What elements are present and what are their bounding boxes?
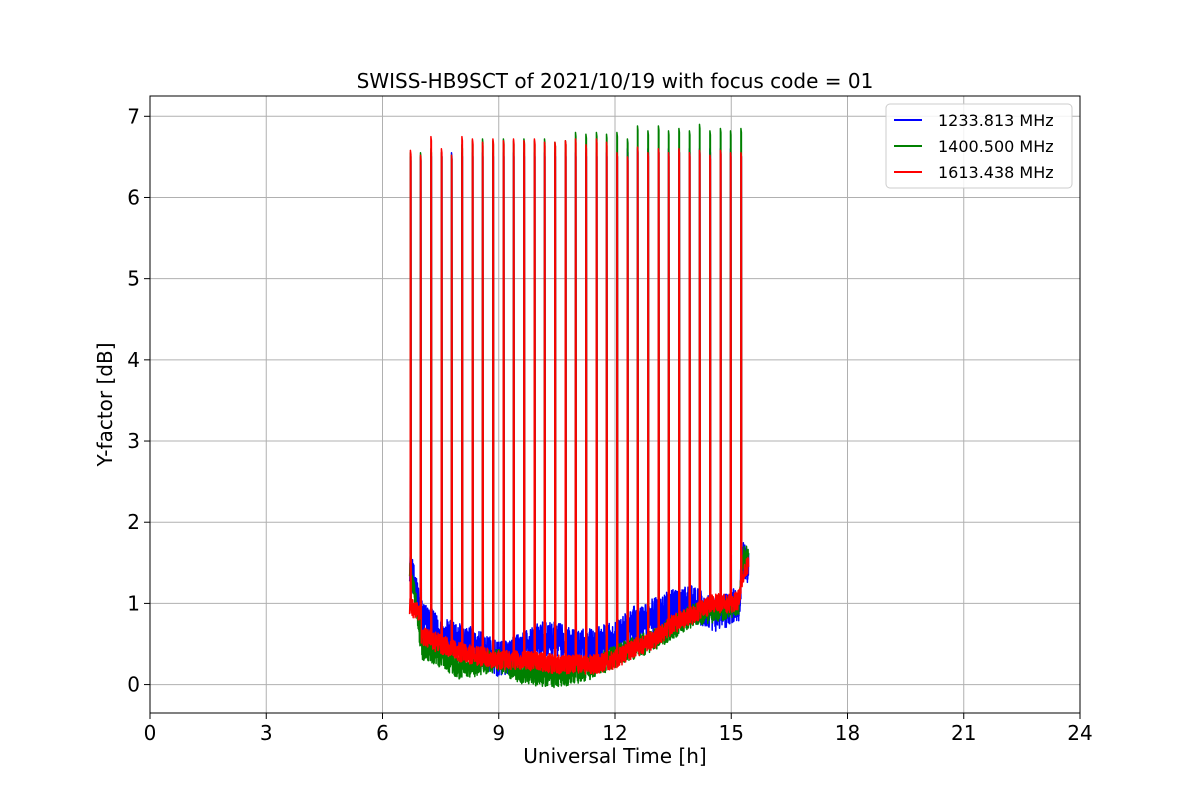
legend-label-1: 1233.813 MHz <box>938 111 1054 130</box>
y-tick-label: 2 <box>127 510 140 534</box>
y-tick-label: 7 <box>127 104 140 128</box>
legend-box <box>885 103 1073 189</box>
y-tick-label: 1 <box>127 591 140 615</box>
y-axis-title: Y-factor [dB] <box>93 342 117 467</box>
series-line-3 <box>408 135 750 675</box>
x-tick-label: 6 <box>376 721 389 745</box>
chart-title: SWISS-HB9SCT of 2021/10/19 with focus co… <box>357 69 874 93</box>
y-tick-label: 3 <box>127 429 140 453</box>
x-tick-label: 0 <box>144 721 157 745</box>
plot-area <box>408 123 750 689</box>
x-tick-label: 3 <box>260 721 273 745</box>
x-tick-label: 18 <box>835 721 860 745</box>
x-tick-label: 21 <box>951 721 976 745</box>
y-tick-label: 5 <box>127 267 140 291</box>
legend-label-3: 1613.438 MHz <box>938 163 1054 182</box>
x-tick-label: 15 <box>719 721 744 745</box>
y-tick-label: 4 <box>127 348 140 372</box>
legend: 1233.813 MHz 1400.500 MHz 1613.438 MHz <box>885 103 1073 189</box>
y-tick-label: 0 <box>127 673 140 697</box>
y-tick-label: 6 <box>127 185 140 209</box>
x-tick-label: 9 <box>492 721 505 745</box>
x-tick-label: 24 <box>1067 721 1092 745</box>
x-tick-label: 12 <box>602 721 627 745</box>
legend-label-2: 1400.500 MHz <box>938 137 1054 156</box>
x-axis-title: Universal Time [h] <box>523 744 706 768</box>
